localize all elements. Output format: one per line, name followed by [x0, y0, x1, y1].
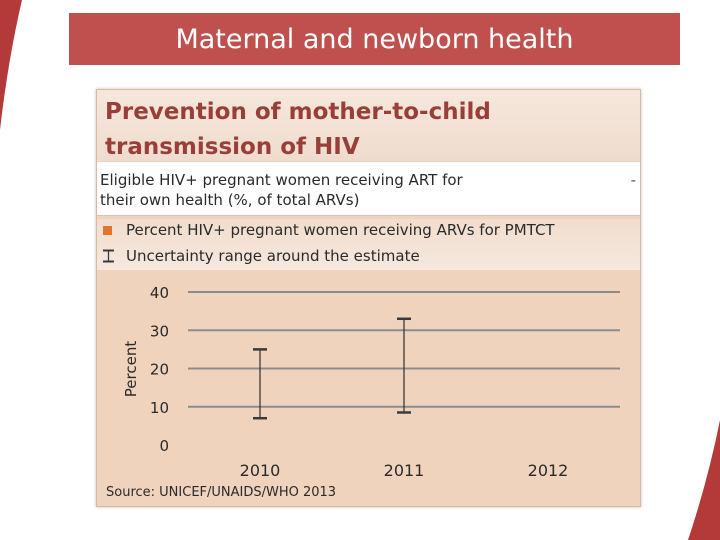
x-tick-label: 2011: [384, 461, 425, 480]
slide-title: Maternal and newborn health: [69, 13, 680, 65]
legend-bar-label: Percent HIV+ pregnant women receiving AR…: [126, 221, 555, 239]
y-axis-ticks: 0 10 20 30 40: [150, 284, 169, 455]
legend-entry-range: Uncertainty range around the estimate: [103, 247, 420, 265]
legend-bar-swatch: [103, 225, 112, 235]
error-bar: [397, 317, 411, 414]
indicator-value: -: [630, 171, 636, 189]
y-tick-label: 10: [150, 399, 169, 417]
y-tick-label: 20: [150, 361, 169, 379]
bar-chart: 0 10 20 30 40 2010 2011 2012 Percent: [122, 284, 620, 480]
x-tick-label: 2010: [240, 461, 281, 480]
y-tick-label: 0: [159, 437, 169, 455]
panel-heading-line2: transmission of HIV: [105, 134, 360, 160]
corner-swoosh-decoration: [688, 420, 720, 540]
panel-heading-line1: Prevention of mother-to-child: [105, 99, 491, 125]
panel-heading: Prevention of mother-to-child transmissi…: [97, 90, 640, 161]
chart-error-bars: [253, 317, 411, 420]
indicator-label-line1: Eligible HIV+ pregnant women receiving A…: [100, 171, 463, 189]
corner-swoosh-decoration: [0, 0, 22, 130]
y-tick-label: 40: [150, 284, 169, 302]
chart-legend: Percent HIV+ pregnant women receiving AR…: [97, 219, 640, 270]
x-axis-ticks: 2010 2011 2012: [240, 461, 569, 480]
y-axis-label: Percent: [122, 341, 140, 398]
chart-panel: Prevention of mother-to-child transmissi…: [96, 89, 641, 507]
indicator-label-line2: their own health (%, of total ARVs): [100, 191, 360, 209]
chart-source: Source: UNICEF/UNAIDS/WHO 2013: [106, 485, 337, 500]
indicator-row: Eligible HIV+ pregnant women receiving A…: [97, 162, 640, 216]
x-tick-label: 2012: [528, 461, 569, 480]
y-tick-label: 30: [150, 322, 169, 340]
legend-range-label: Uncertainty range around the estimate: [126, 247, 420, 265]
error-bar: [253, 348, 267, 420]
legend-entry-bar: Percent HIV+ pregnant women receiving AR…: [103, 221, 555, 239]
uncertainty-range-icon: [103, 249, 114, 263]
